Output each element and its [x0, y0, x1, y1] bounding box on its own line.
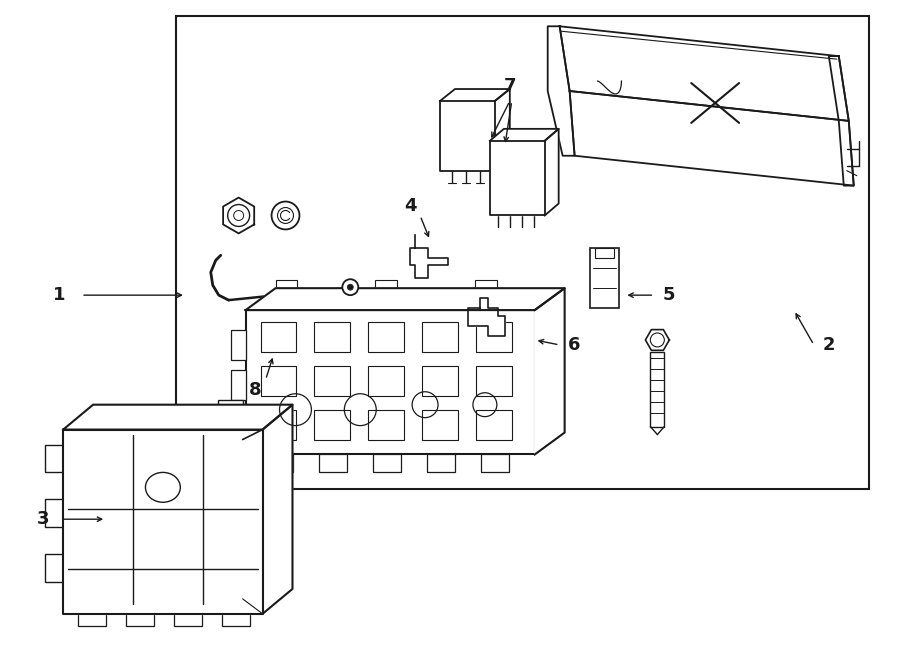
- Bar: [275, 280, 298, 288]
- Bar: [261, 410, 296, 440]
- Ellipse shape: [146, 473, 180, 502]
- Bar: [422, 366, 458, 396]
- Polygon shape: [495, 89, 509, 171]
- Bar: [476, 322, 512, 352]
- Bar: [202, 565, 250, 601]
- Bar: [651, 352, 664, 426]
- Bar: [73, 565, 121, 601]
- Bar: [45, 444, 63, 473]
- Polygon shape: [223, 198, 254, 233]
- Bar: [476, 410, 512, 440]
- Bar: [230, 330, 246, 360]
- Circle shape: [272, 202, 300, 229]
- Bar: [314, 366, 350, 396]
- Bar: [422, 410, 458, 440]
- Bar: [595, 249, 615, 258]
- Polygon shape: [63, 405, 292, 430]
- Circle shape: [342, 279, 358, 295]
- Polygon shape: [560, 26, 849, 121]
- Bar: [218, 400, 243, 428]
- Polygon shape: [263, 405, 293, 614]
- Bar: [422, 322, 458, 352]
- Polygon shape: [468, 298, 505, 336]
- Bar: [261, 366, 296, 396]
- Bar: [221, 604, 249, 626]
- Polygon shape: [570, 91, 854, 186]
- Polygon shape: [490, 129, 559, 141]
- Text: 2: 2: [823, 336, 835, 354]
- Bar: [202, 517, 250, 553]
- Bar: [314, 322, 350, 352]
- Text: 4: 4: [404, 196, 417, 215]
- Bar: [320, 455, 347, 473]
- Bar: [368, 366, 404, 396]
- Bar: [261, 322, 296, 352]
- Text: 5: 5: [663, 286, 676, 304]
- Text: 1: 1: [53, 286, 66, 304]
- Polygon shape: [829, 56, 854, 186]
- Polygon shape: [490, 141, 544, 215]
- Bar: [368, 322, 404, 352]
- Polygon shape: [246, 288, 564, 310]
- Bar: [246, 310, 535, 455]
- Circle shape: [347, 284, 354, 290]
- Polygon shape: [440, 89, 509, 101]
- Bar: [78, 604, 106, 626]
- Bar: [476, 366, 512, 396]
- Bar: [590, 249, 619, 308]
- Polygon shape: [548, 26, 574, 156]
- Bar: [375, 280, 397, 288]
- Bar: [45, 499, 63, 527]
- Polygon shape: [535, 288, 564, 455]
- Bar: [230, 370, 246, 400]
- Bar: [174, 604, 202, 626]
- Bar: [314, 410, 350, 440]
- Text: 8: 8: [249, 381, 262, 399]
- Bar: [126, 604, 154, 626]
- Bar: [138, 565, 185, 601]
- Polygon shape: [440, 101, 495, 171]
- Polygon shape: [645, 330, 670, 350]
- Polygon shape: [410, 235, 448, 278]
- Bar: [266, 455, 293, 473]
- Bar: [428, 455, 455, 473]
- Polygon shape: [544, 129, 559, 215]
- Bar: [45, 554, 63, 582]
- Bar: [368, 410, 404, 440]
- Bar: [176, 17, 868, 489]
- Bar: [138, 517, 185, 553]
- Polygon shape: [63, 430, 263, 614]
- Text: 3: 3: [37, 510, 50, 528]
- Bar: [481, 455, 508, 473]
- Bar: [475, 280, 497, 288]
- Text: 7: 7: [504, 77, 516, 95]
- Circle shape: [228, 204, 249, 227]
- Bar: [73, 517, 121, 553]
- Text: 6: 6: [569, 336, 580, 354]
- Bar: [374, 455, 401, 473]
